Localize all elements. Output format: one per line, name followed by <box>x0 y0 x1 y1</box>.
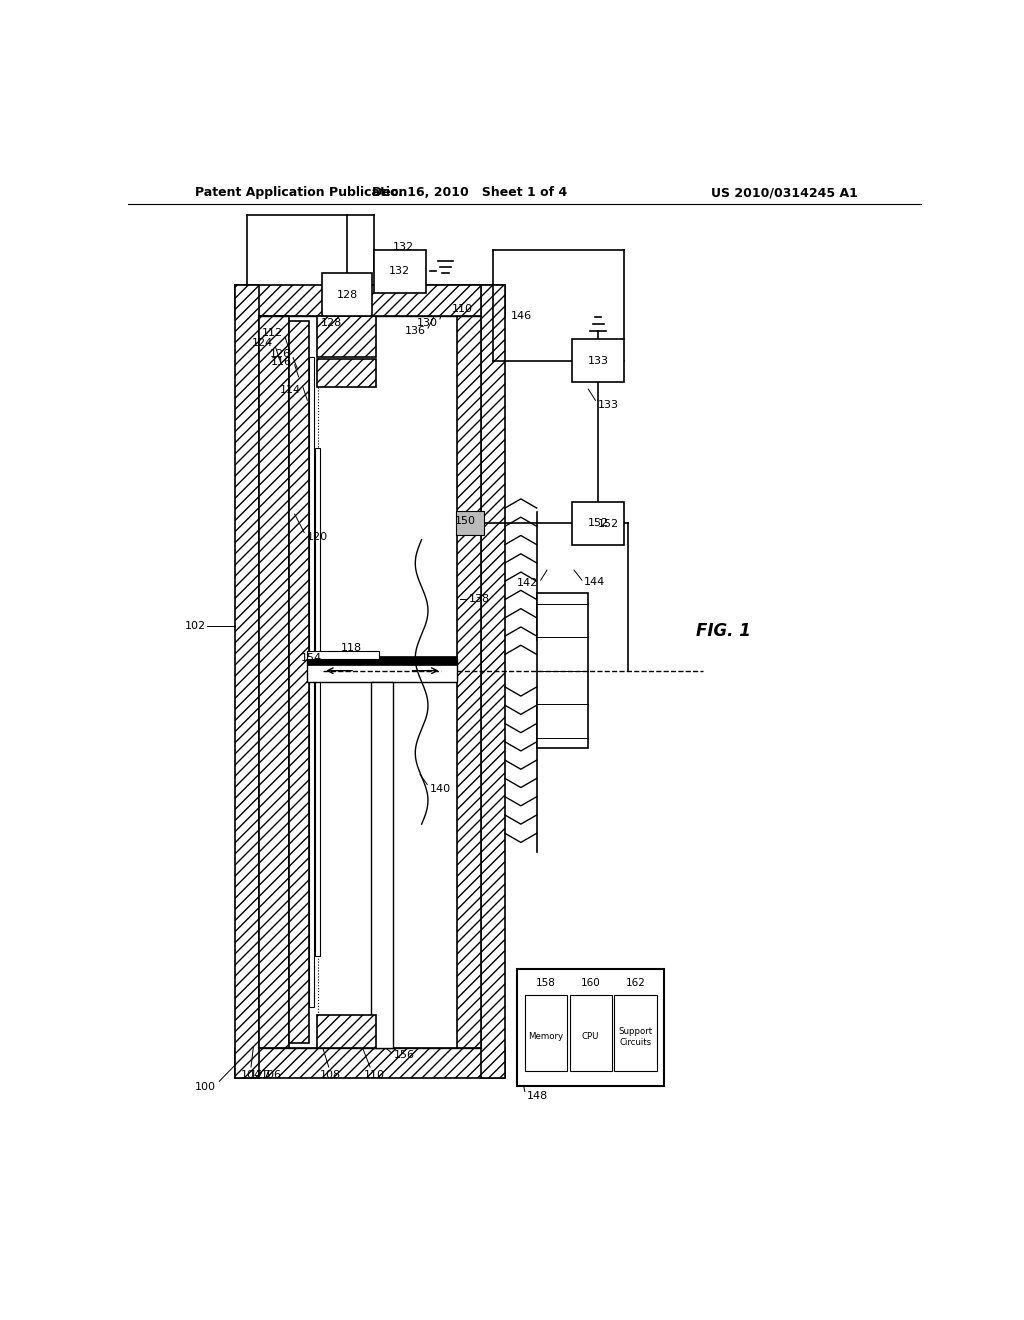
Text: 152: 152 <box>588 519 609 528</box>
Text: Dec. 16, 2010   Sheet 1 of 4: Dec. 16, 2010 Sheet 1 of 4 <box>372 186 567 199</box>
Text: Patent Application Publication: Patent Application Publication <box>196 186 408 199</box>
Text: 114: 114 <box>280 385 301 395</box>
Bar <box>572 502 624 545</box>
Text: 126: 126 <box>269 348 291 359</box>
Bar <box>259 315 289 1048</box>
Text: US 2010/0314245 A1: US 2010/0314245 A1 <box>712 186 858 199</box>
Bar <box>537 594 588 748</box>
Bar <box>517 969 664 1086</box>
Bar <box>316 359 377 387</box>
Text: 148: 148 <box>526 1090 548 1101</box>
Bar <box>524 995 567 1071</box>
Text: Support
Circuits: Support Circuits <box>618 1027 652 1047</box>
Text: 128: 128 <box>337 289 357 300</box>
Bar <box>372 682 393 1048</box>
Bar <box>236 285 259 1078</box>
Bar <box>614 995 656 1071</box>
Text: 144: 144 <box>585 577 605 587</box>
Bar <box>572 339 624 381</box>
Text: 120: 120 <box>306 532 328 541</box>
Text: 150: 150 <box>455 516 475 527</box>
Text: 136: 136 <box>404 326 426 337</box>
Text: 116: 116 <box>271 356 292 367</box>
Text: 112: 112 <box>261 329 283 338</box>
Text: 140: 140 <box>430 784 451 793</box>
Text: 152: 152 <box>598 519 618 529</box>
Text: 154: 154 <box>301 653 323 664</box>
Text: 133: 133 <box>598 400 618 411</box>
Text: 127: 127 <box>250 1071 271 1080</box>
Bar <box>236 285 505 315</box>
Text: CPU: CPU <box>582 1032 599 1041</box>
Bar <box>458 315 481 1048</box>
Text: 158: 158 <box>536 978 556 987</box>
Bar <box>374 249 426 293</box>
Bar <box>316 1015 377 1048</box>
Bar <box>289 321 309 1043</box>
Text: 110: 110 <box>452 304 473 314</box>
Bar <box>316 315 377 356</box>
Text: 104: 104 <box>241 1071 261 1080</box>
Text: 130: 130 <box>417 318 437 329</box>
Text: 124: 124 <box>252 338 273 348</box>
Text: 106: 106 <box>260 1071 282 1080</box>
Bar <box>481 285 505 1078</box>
Text: 110: 110 <box>364 1071 385 1080</box>
Text: 162: 162 <box>626 978 645 987</box>
Bar <box>569 995 611 1071</box>
Bar <box>323 273 372 315</box>
Text: 156: 156 <box>394 1049 415 1060</box>
Bar <box>307 660 458 682</box>
Text: 142: 142 <box>517 578 539 589</box>
Text: Memory: Memory <box>528 1032 563 1041</box>
Bar <box>307 651 379 660</box>
Text: 133: 133 <box>588 355 608 366</box>
Text: 146: 146 <box>511 312 532 321</box>
Text: 102: 102 <box>185 620 206 631</box>
Text: 138: 138 <box>469 594 490 603</box>
Text: 118: 118 <box>341 643 361 653</box>
Text: 132: 132 <box>392 242 414 252</box>
Bar <box>236 1048 505 1078</box>
Text: FIG. 1: FIG. 1 <box>695 622 751 640</box>
Text: 160: 160 <box>581 978 600 987</box>
Bar <box>331 285 481 315</box>
Bar <box>309 356 314 1007</box>
Bar <box>315 447 321 956</box>
Bar <box>307 656 458 664</box>
Text: 100: 100 <box>196 1082 216 1093</box>
Text: 108: 108 <box>319 1071 341 1080</box>
Bar <box>289 315 458 1048</box>
Text: 132: 132 <box>389 267 411 276</box>
Text: 128: 128 <box>321 318 342 329</box>
Bar <box>456 511 483 536</box>
